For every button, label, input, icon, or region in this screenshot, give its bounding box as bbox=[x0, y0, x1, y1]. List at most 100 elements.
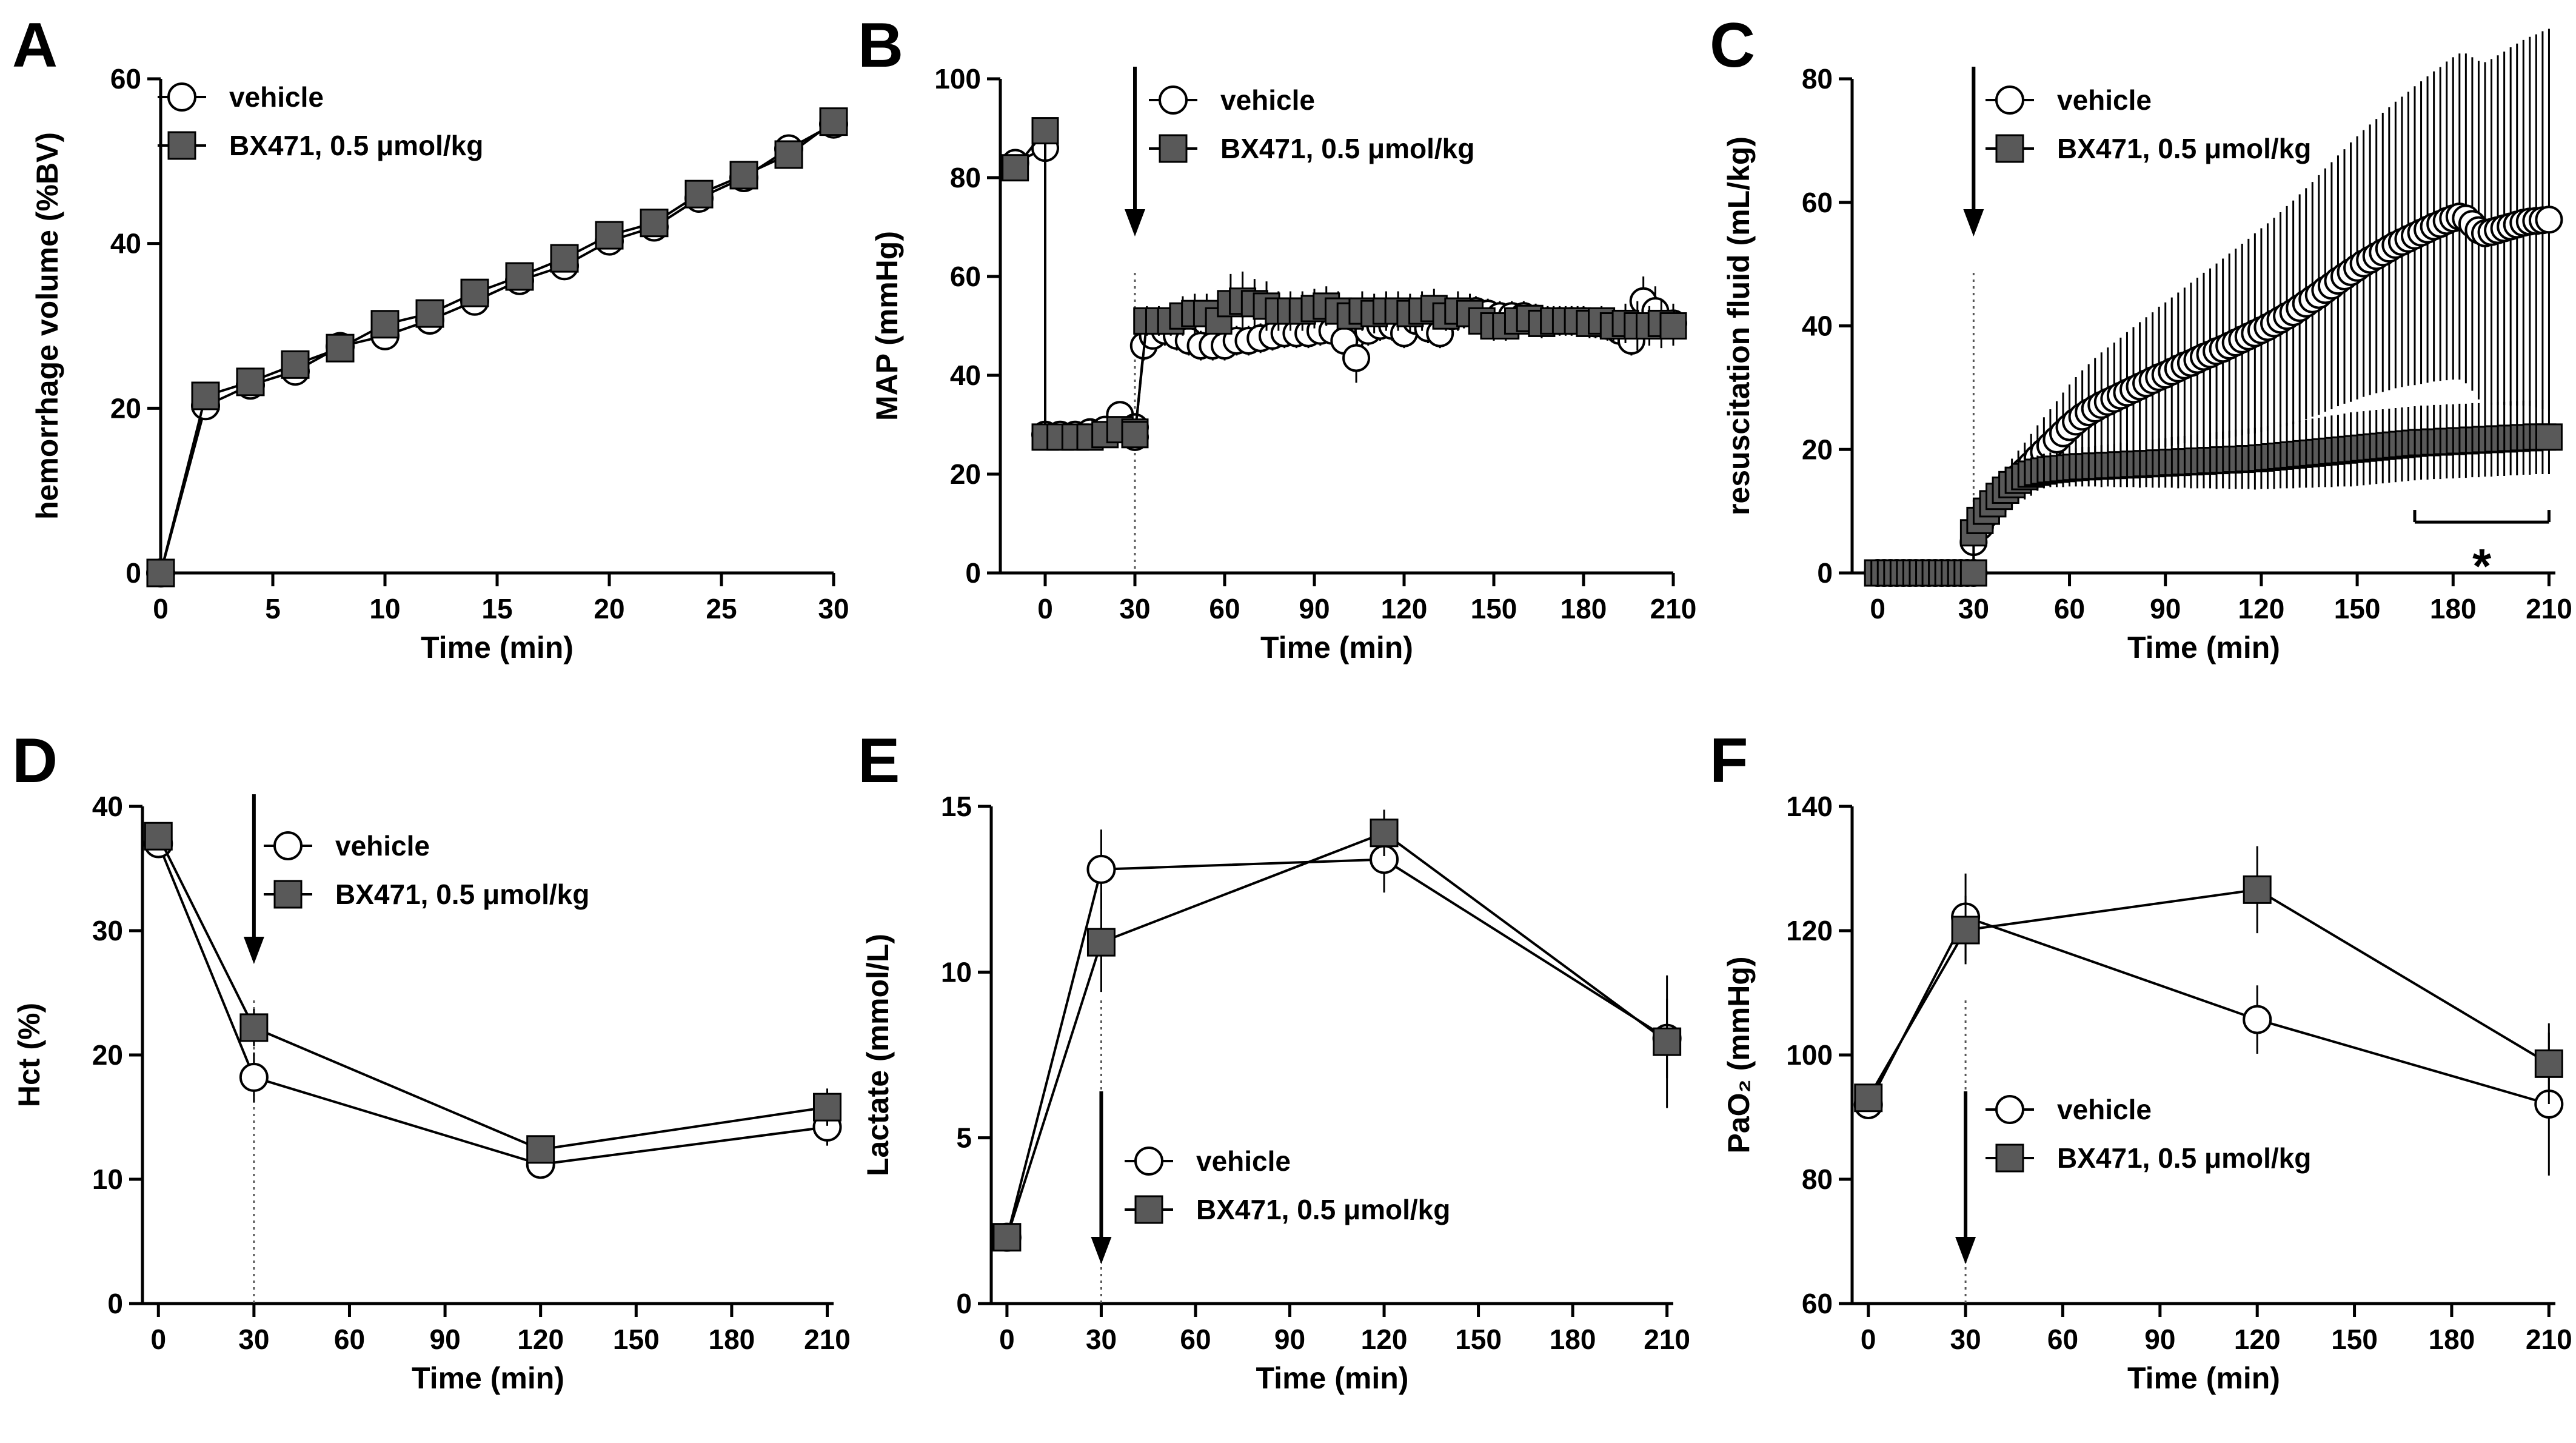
panel-letter: D bbox=[12, 726, 58, 796]
x-tick-label: 30 bbox=[1086, 1324, 1117, 1355]
legend-label-vehicle: vehicle bbox=[229, 81, 324, 113]
y-tick-label: 0 bbox=[1817, 557, 1833, 589]
data-point bbox=[146, 558, 175, 588]
x-axis-title: Time (min) bbox=[1256, 1361, 1409, 1395]
legend-label-bx471: BX471, 0.5 μmol/kg bbox=[2057, 133, 2311, 164]
x-tick-label: 90 bbox=[429, 1324, 460, 1355]
x-tick-label: 30 bbox=[238, 1324, 269, 1355]
arrow-head bbox=[1955, 1237, 1976, 1264]
y-tick-label: 0 bbox=[107, 1288, 123, 1319]
legend-marker-bx471 bbox=[1995, 1143, 2024, 1173]
legend-label-vehicle: vehicle bbox=[2057, 1094, 2152, 1125]
legend-label-vehicle: vehicle bbox=[1220, 84, 1315, 116]
axes: 0 20 40 60 80 100 0 30 60 90 120 150 180 210 Time (min… bbox=[870, 63, 1696, 665]
panel-letter: E bbox=[858, 726, 900, 796]
legend-marker-vehicle bbox=[1134, 1147, 1163, 1176]
legend-marker-vehicle bbox=[1995, 85, 2024, 115]
y-tick-label: 140 bbox=[1786, 791, 1833, 822]
series-bx471 bbox=[1864, 400, 2563, 587]
arrow-head bbox=[1963, 209, 1984, 236]
panel-letter: F bbox=[1710, 726, 1748, 796]
y-axis-title: resuscitation fluid (mL/kg) bbox=[1722, 136, 1756, 515]
legend-label-bx471: BX471, 0.5 μmol/kg bbox=[229, 130, 483, 161]
x-tick-label: 210 bbox=[2526, 593, 2572, 624]
axes: 60 80 100 120 140 0 30 60 90 120 150 180 210 Time (mi… bbox=[1722, 791, 2572, 1395]
treatment-arrow bbox=[1091, 1091, 1112, 1264]
y-tick-label: 60 bbox=[110, 63, 141, 95]
x-tick-label: 0 bbox=[150, 1324, 166, 1355]
x-tick-label: 0 bbox=[153, 593, 169, 624]
panel-letter: B bbox=[858, 10, 903, 81]
x-tick-label: 0 bbox=[999, 1324, 1015, 1355]
x-tick-label: 150 bbox=[613, 1324, 660, 1355]
axes: 0 10 20 30 40 0 30 60 90 120 150 180 210 Time (min) Hc… bbox=[12, 791, 851, 1395]
x-tick-label: 180 bbox=[1561, 593, 1607, 624]
legend: vehicle BX471, 0.5 μmol/kg bbox=[264, 830, 589, 910]
y-tick-label: 0 bbox=[125, 557, 141, 589]
data-point bbox=[415, 299, 444, 328]
data-point bbox=[239, 1062, 269, 1092]
y-tick-label: 80 bbox=[1802, 1163, 1833, 1195]
panel-letter: A bbox=[12, 10, 58, 81]
x-tick-label: 180 bbox=[1550, 1324, 1596, 1355]
x-tick-label: 15 bbox=[481, 593, 512, 624]
x-tick-label: 90 bbox=[2150, 593, 2181, 624]
x-axis-title: Time (min) bbox=[1260, 631, 1413, 665]
x-axis-title: Time (min) bbox=[2127, 631, 2280, 665]
x-tick-label: 210 bbox=[1650, 593, 1697, 624]
x-tick-label: 30 bbox=[1119, 593, 1150, 624]
legend-label-bx471: BX471, 0.5 μmol/kg bbox=[335, 879, 589, 910]
panel-b: B 0 20 40 60 80 100 0 30 60 90 120 150 180 210 Time (mi… bbox=[858, 10, 1696, 665]
treatment-arrow bbox=[1963, 67, 1984, 236]
x-tick-label: 90 bbox=[1274, 1324, 1305, 1355]
y-tick-label: 80 bbox=[950, 162, 981, 193]
x-tick-label: 30 bbox=[1950, 1324, 1981, 1355]
data-point bbox=[1370, 819, 1399, 848]
legend-label-vehicle: vehicle bbox=[2057, 84, 2152, 116]
series-bx471 bbox=[1854, 846, 2563, 1113]
x-tick-label: 20 bbox=[594, 593, 624, 624]
y-tick-label: 40 bbox=[92, 791, 123, 822]
data-point bbox=[1002, 154, 1029, 182]
data-point bbox=[1342, 344, 1371, 372]
y-tick-label: 15 bbox=[941, 791, 972, 822]
legend-marker-bx471 bbox=[167, 131, 196, 160]
y-tick-label: 40 bbox=[1802, 310, 1833, 342]
data-point bbox=[505, 262, 534, 291]
y-tick-label: 40 bbox=[950, 360, 981, 391]
data-point bbox=[1659, 312, 1687, 340]
y-tick-label: 80 bbox=[1802, 63, 1833, 95]
series-line bbox=[1867, 915, 2549, 1105]
series-line bbox=[159, 122, 834, 574]
panel-letter: C bbox=[1710, 10, 1755, 81]
axes: 0 20 40 60 0 5 10 15 20 25 30 Time (min) hemorrhage … bbox=[30, 63, 849, 665]
arrow-head bbox=[1125, 209, 1145, 236]
legend: vehicle BX471, 0.5 μmol/kg bbox=[1149, 84, 1474, 164]
series-vehicle bbox=[1864, 28, 2563, 587]
y-axis-title: Hct (%) bbox=[12, 1003, 46, 1107]
x-tick-label: 210 bbox=[1644, 1324, 1690, 1355]
x-tick-label: 0 bbox=[1870, 593, 1885, 624]
data-point bbox=[239, 1013, 269, 1042]
y-tick-label: 120 bbox=[1786, 915, 1833, 946]
data-point bbox=[281, 350, 310, 379]
x-tick-label: 60 bbox=[2047, 1324, 2078, 1355]
legend-marker-bx471 bbox=[1159, 134, 1188, 163]
data-point bbox=[1653, 1027, 1682, 1056]
legend-marker-vehicle bbox=[1995, 1095, 2024, 1124]
y-tick-label: 60 bbox=[950, 261, 981, 292]
x-tick-label: 120 bbox=[517, 1324, 564, 1355]
data-point bbox=[595, 221, 624, 250]
x-tick-label: 210 bbox=[2526, 1324, 2572, 1355]
significance-bracket: * bbox=[2413, 510, 2551, 593]
panel-c: C 0 20 40 60 80 0 30 60 90 120 150 180 210 Time (min) r… bbox=[1710, 10, 2572, 665]
x-axis-title: Time (min) bbox=[2127, 1361, 2280, 1395]
data-point bbox=[2243, 875, 2272, 904]
data-point bbox=[460, 278, 489, 307]
legend-marker-vehicle bbox=[273, 831, 303, 860]
data-point bbox=[729, 161, 758, 190]
y-tick-label: 20 bbox=[110, 392, 141, 424]
x-tick-label: 90 bbox=[1299, 593, 1330, 624]
